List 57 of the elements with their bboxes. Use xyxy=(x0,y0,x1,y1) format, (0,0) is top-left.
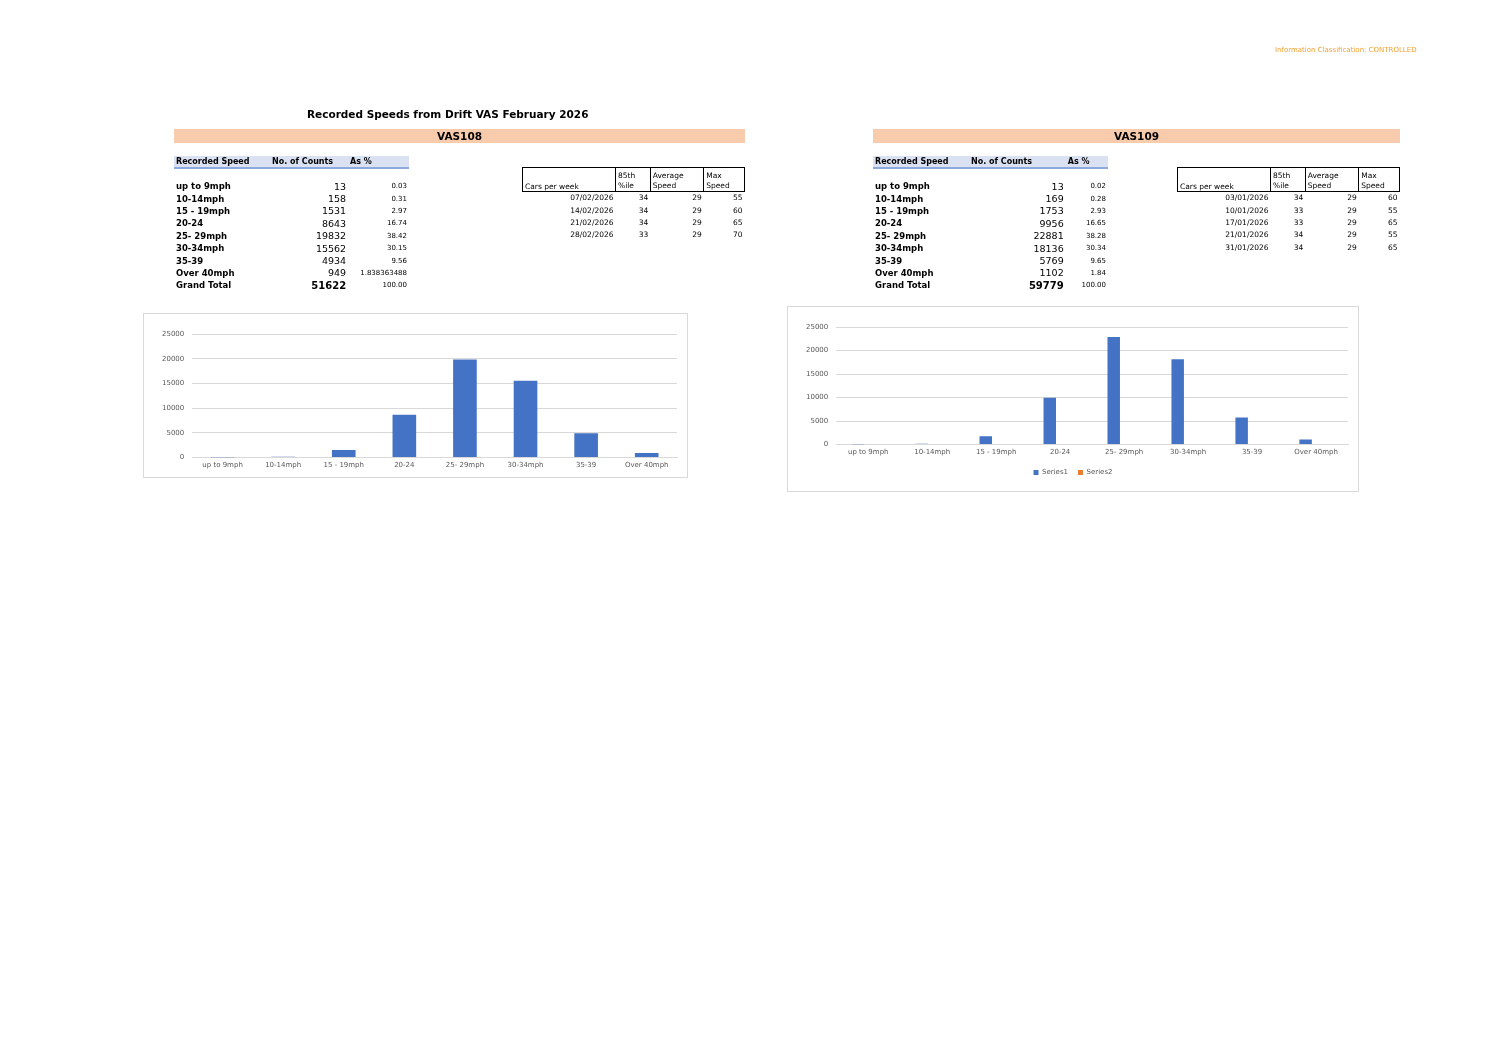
bar xyxy=(1043,397,1056,445)
category-label: 25- 29mph xyxy=(875,230,927,241)
text: Recorded Speed xyxy=(176,157,250,166)
category-label: Grand Total xyxy=(875,280,931,291)
text: Recorded Speeds from Drift VAS February 2026 xyxy=(307,108,589,120)
bar xyxy=(634,452,659,458)
category-label: up to 9mph xyxy=(176,181,231,192)
data-label: 169 xyxy=(1045,193,1064,205)
data-label: 51622 xyxy=(311,279,347,291)
category-label: 25- 29mph xyxy=(176,230,228,241)
category-label: 35-39 xyxy=(875,255,903,266)
text: No. of Counts xyxy=(272,157,334,166)
data-label: 59779 xyxy=(1028,279,1064,291)
data-label: 13 xyxy=(334,180,347,192)
category-label: 30-34mph xyxy=(875,243,924,254)
data-label: 18136 xyxy=(1033,242,1064,254)
category-label: 15 - 19mph xyxy=(875,205,930,216)
data-label: 1531 xyxy=(321,205,347,217)
data-label: 15562 xyxy=(315,242,347,254)
category-label: 10-14mph xyxy=(176,193,225,204)
category-label: up to 9mph xyxy=(875,181,930,192)
category-label: Over 40mph xyxy=(176,267,235,278)
category-label: 10-14mph xyxy=(875,193,924,204)
text: VAS108 xyxy=(436,130,483,142)
bar xyxy=(1107,336,1120,445)
category-label: 15 - 19mph xyxy=(176,205,231,216)
bar xyxy=(1299,439,1312,445)
category-label: 20-24 xyxy=(875,218,903,229)
data-label: 4934 xyxy=(321,255,347,267)
data-label: 949 xyxy=(327,267,347,279)
category-label: 30-34mph xyxy=(176,243,225,254)
category-label: Grand Total xyxy=(176,280,232,291)
bar xyxy=(1171,359,1184,445)
data-label: 1753 xyxy=(1039,205,1064,217)
category-label: Over 40mph xyxy=(875,267,934,278)
bar xyxy=(574,433,598,458)
data-label: 5769 xyxy=(1039,255,1064,267)
text: No. of Counts xyxy=(971,157,1033,166)
bar xyxy=(392,414,417,458)
bar xyxy=(453,359,477,458)
bar xyxy=(979,436,993,445)
data-label: 22881 xyxy=(1033,230,1064,242)
bar xyxy=(513,380,538,458)
text: Recorded Speed xyxy=(875,157,949,166)
data-label: 158 xyxy=(327,193,347,205)
bar xyxy=(331,450,356,458)
text: As % xyxy=(1067,157,1090,166)
data-label: 13 xyxy=(1051,180,1064,192)
data-label: 1102 xyxy=(1039,267,1064,279)
text: VAS109 xyxy=(1113,130,1160,142)
category-label: 35-39 xyxy=(176,255,204,266)
bar xyxy=(1235,417,1248,445)
data-label: 8643 xyxy=(321,217,347,229)
text: As % xyxy=(350,157,372,166)
category-label: 20-24 xyxy=(176,218,204,229)
data-label: 19832 xyxy=(315,230,347,242)
data-label: 9956 xyxy=(1039,217,1064,229)
